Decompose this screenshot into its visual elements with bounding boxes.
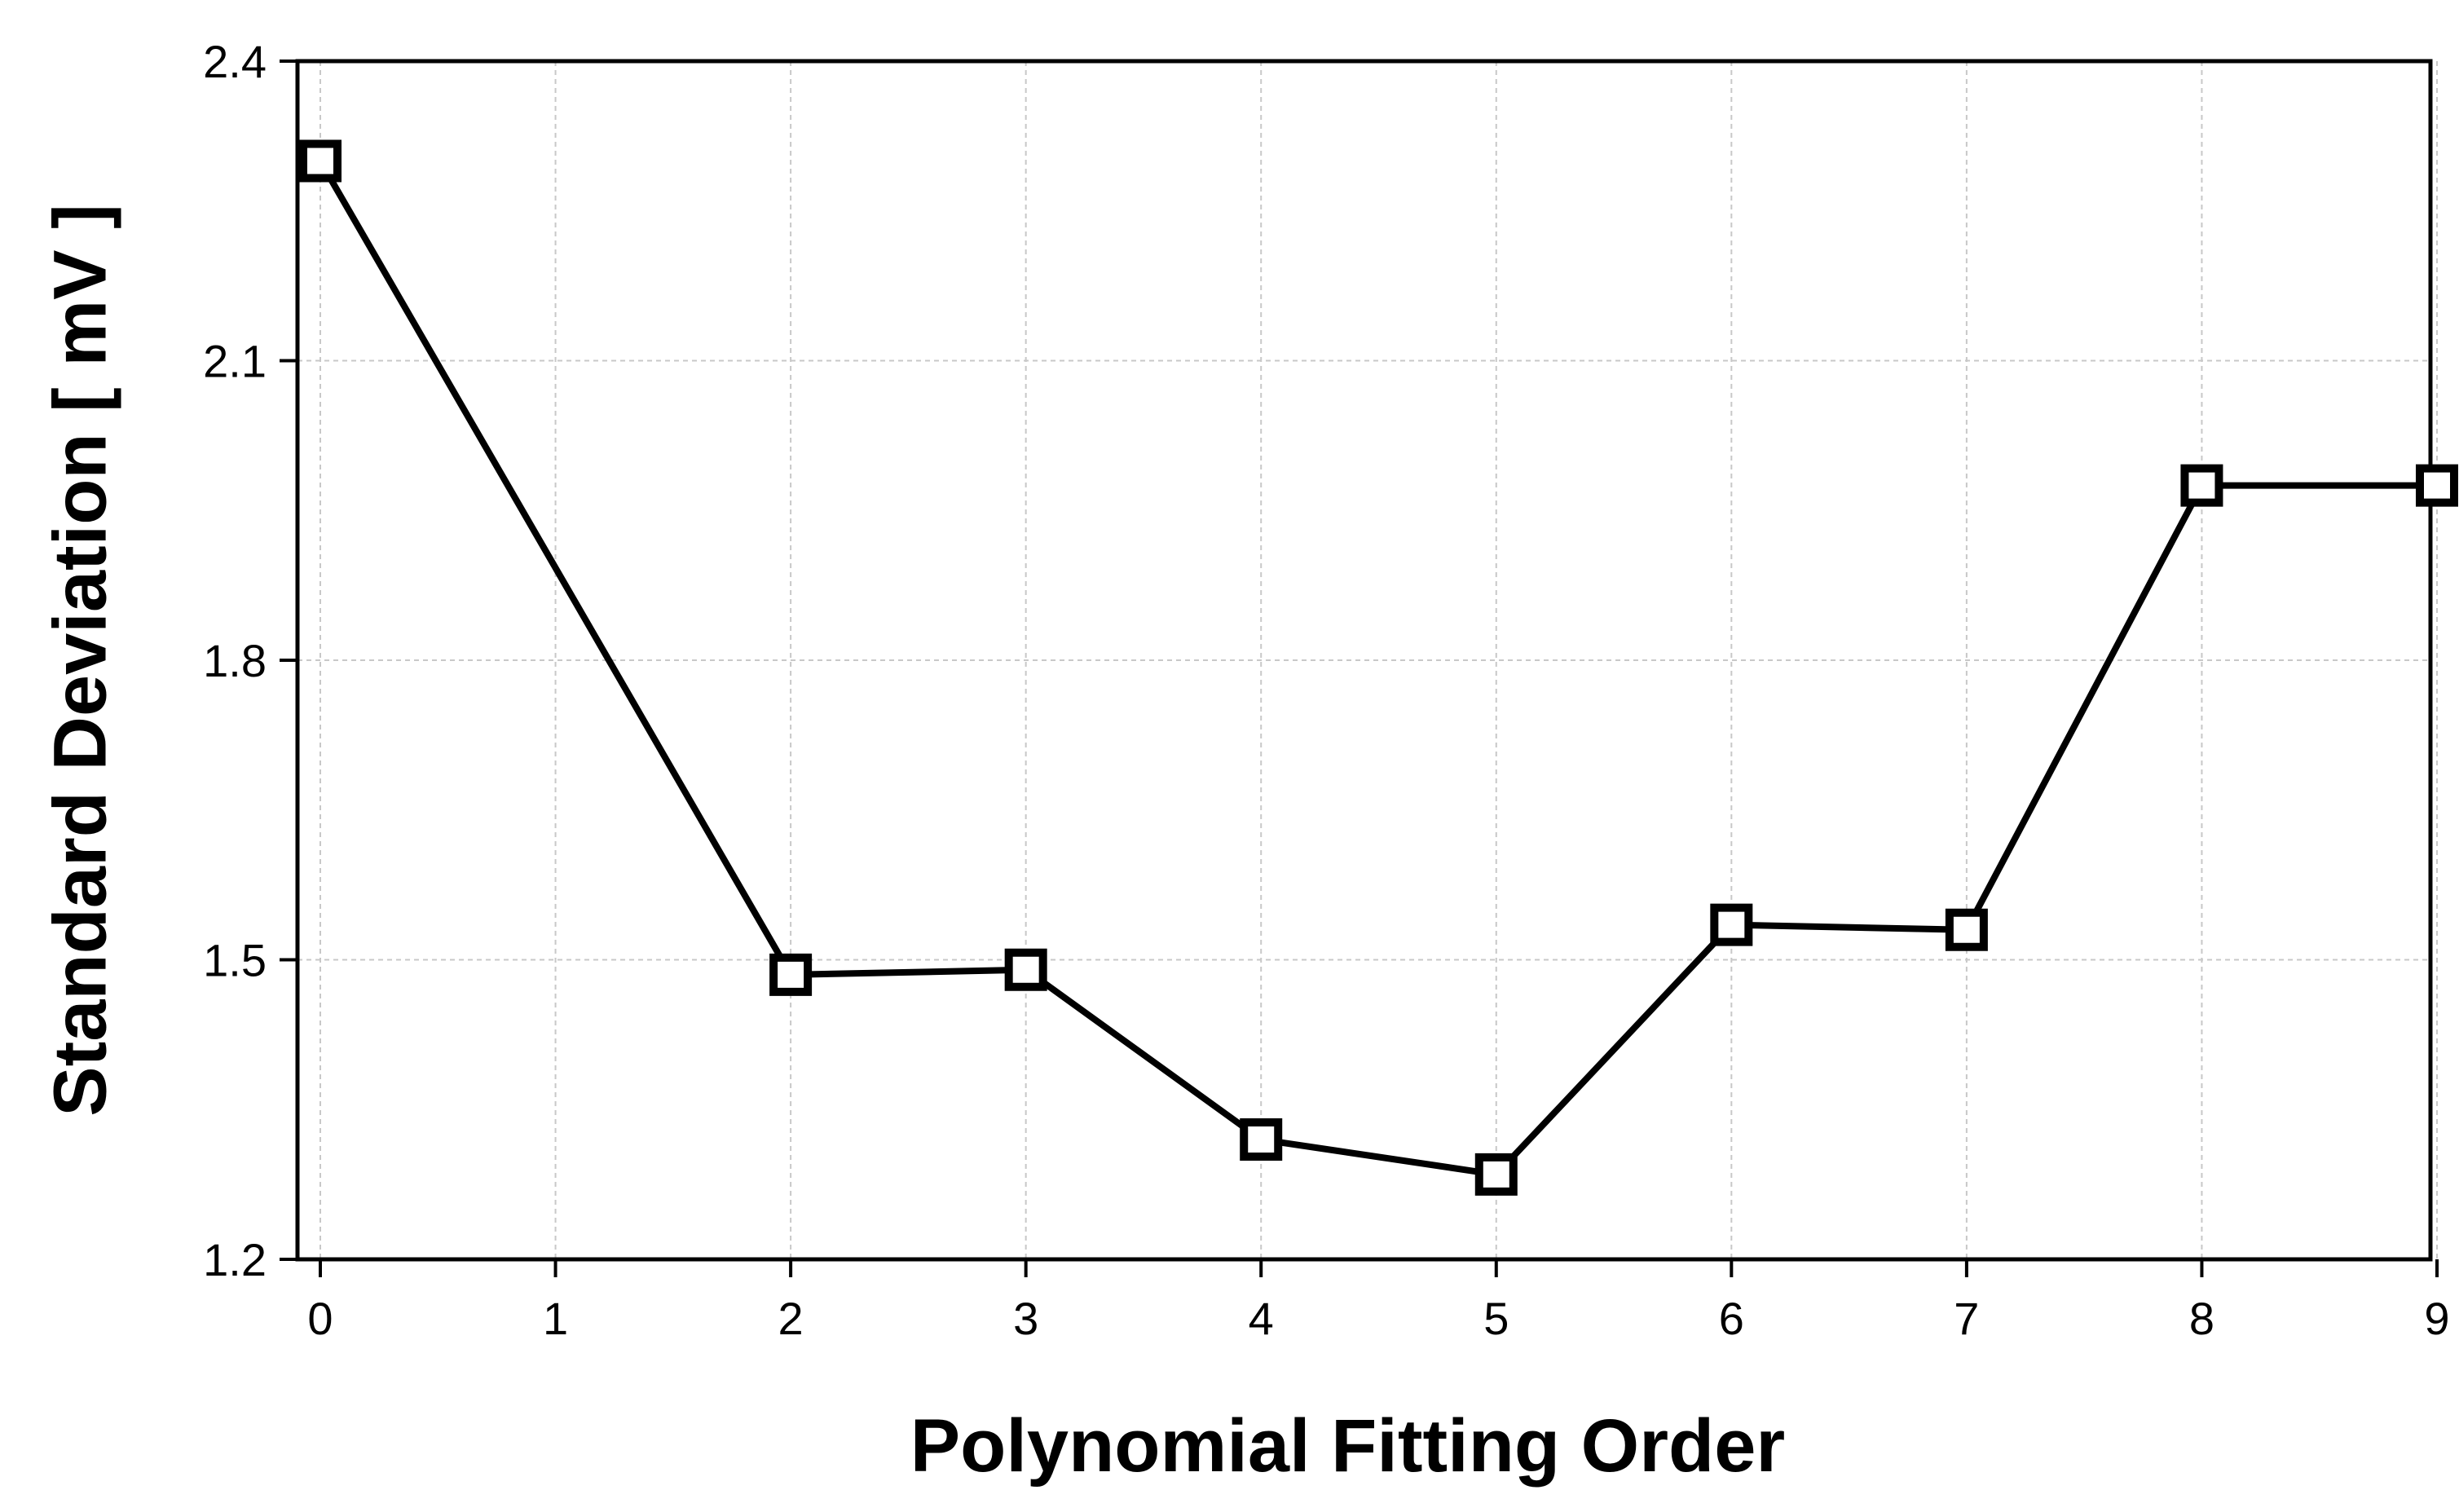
x-tick-label: 5 (1483, 1293, 1509, 1344)
axis-ticks (280, 60, 2439, 1277)
x-tick-label: 6 (1719, 1293, 1744, 1344)
x-tick-label: 1 (543, 1293, 568, 1344)
x-axis-tick-labels: 0 1 2 3 4 5 6 7 8 9 (307, 1293, 2449, 1344)
data-point-marker (769, 953, 813, 996)
data-point-marker (1945, 908, 1988, 951)
data-point-marker (2180, 464, 2223, 507)
data-point-marker (2416, 464, 2458, 507)
data-point-marker (299, 139, 342, 183)
x-tick-label: 0 (307, 1293, 333, 1344)
x-tick-label: 9 (2424, 1293, 2449, 1344)
x-tick-label: 3 (1013, 1293, 1038, 1344)
data-point-marker (1710, 903, 1753, 946)
data-point-marker (1004, 948, 1047, 991)
y-axis-title: Standard Deviation [ mV ] (38, 204, 121, 1117)
data-point-marker (1240, 1118, 1283, 1161)
y-tick-label: 1.5 (203, 935, 267, 986)
y-axis-tick-labels: 1.2 1.5 1.8 2.1 2.4 (203, 36, 267, 1285)
y-tick-label: 2.1 (203, 336, 267, 387)
series-markers (299, 139, 2458, 1196)
series-line (317, 159, 2437, 1178)
y-tick-label: 1.8 (203, 635, 267, 686)
x-tick-label: 8 (2189, 1293, 2214, 1344)
x-tick-label: 4 (1249, 1293, 1274, 1344)
data-point-marker (1474, 1153, 1518, 1196)
x-tick-label: 7 (1954, 1293, 1979, 1344)
y-tick-label: 1.2 (203, 1234, 267, 1285)
y-tick-label: 2.4 (203, 36, 267, 87)
x-tick-label: 2 (778, 1293, 804, 1344)
grid-lines (297, 61, 2438, 1259)
x-axis-title: Polynomial Fitting Order (910, 1404, 1785, 1488)
